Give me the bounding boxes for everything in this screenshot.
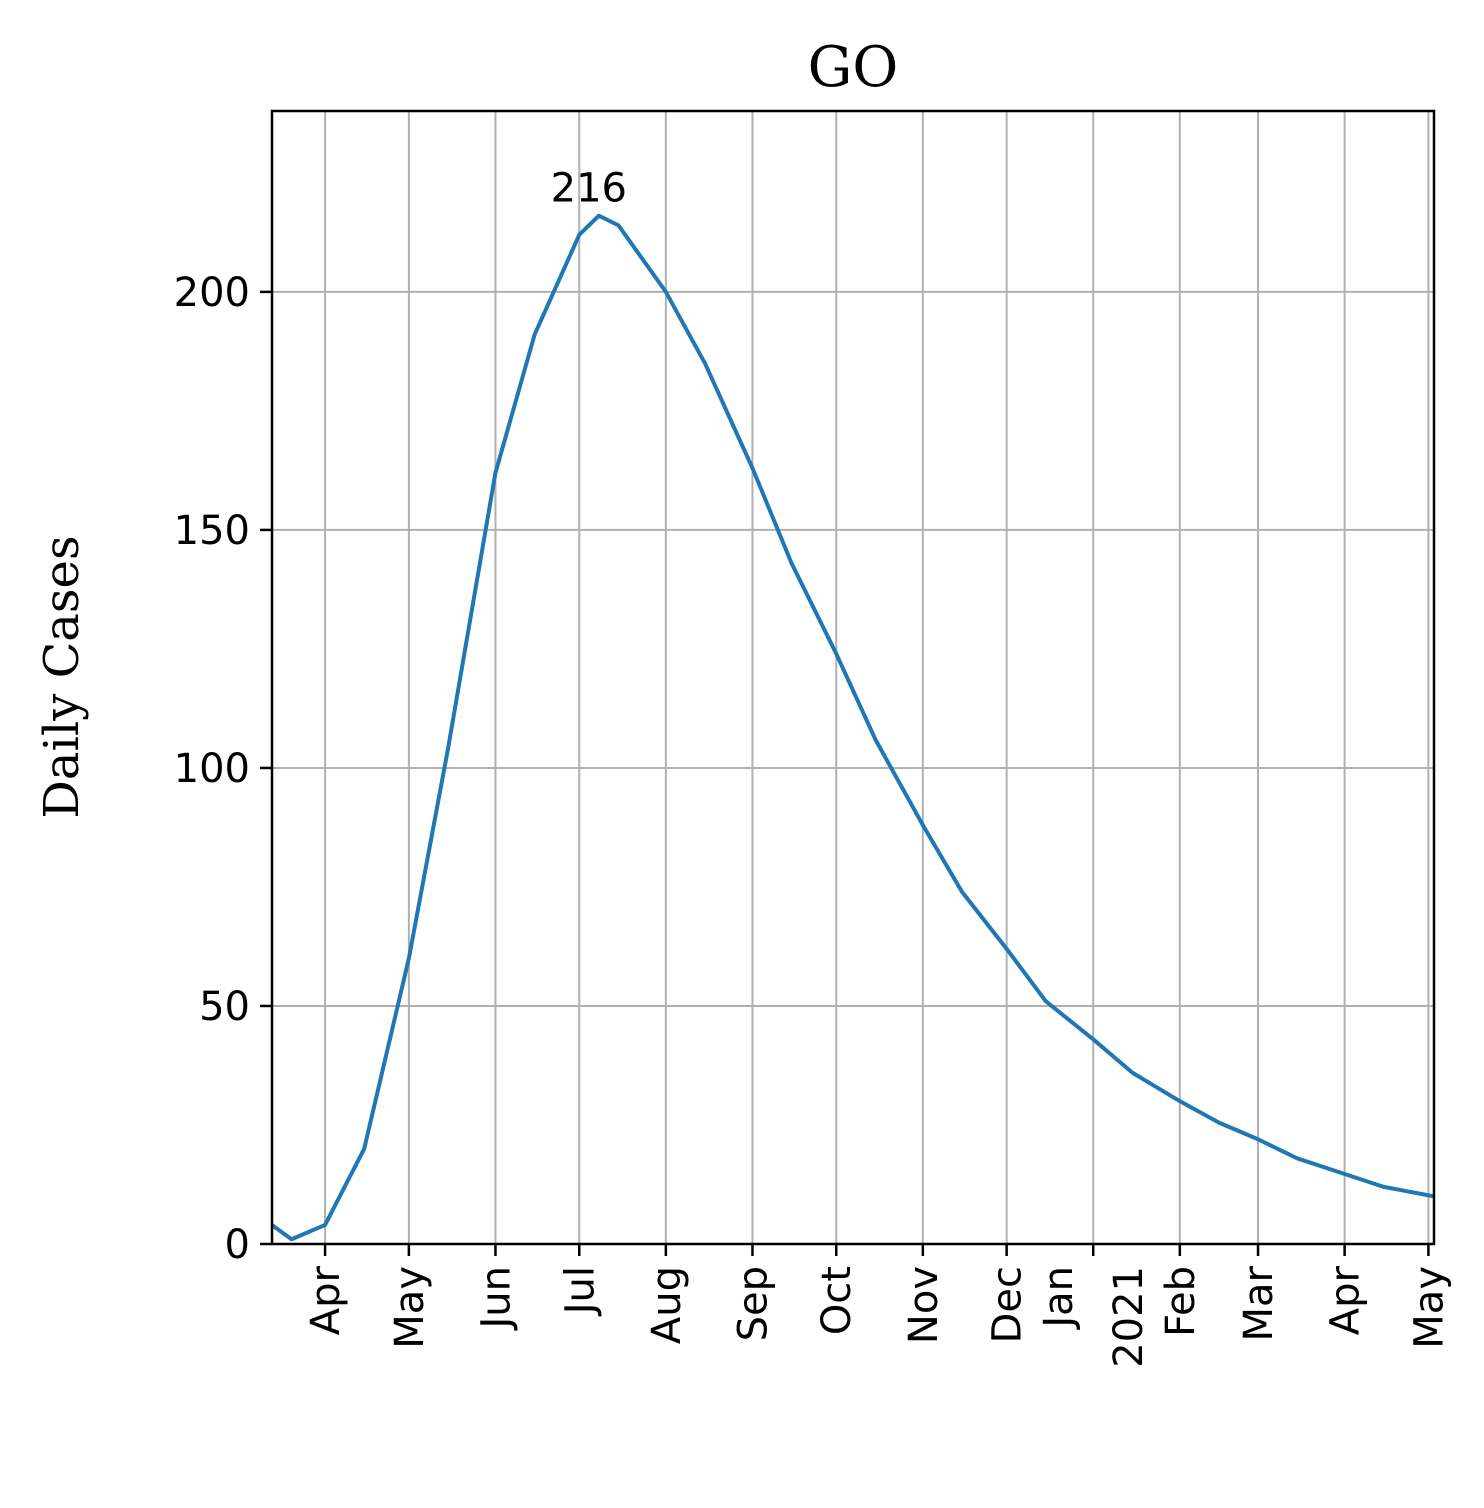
y-tick-label: 150 <box>174 508 250 554</box>
x-tick-label: Aug <box>644 1266 690 1344</box>
chart-title: GO <box>808 35 899 100</box>
y-tick-label: 200 <box>174 270 250 316</box>
x-tick-label: Oct <box>814 1266 860 1335</box>
x-tick-label: Apr <box>1323 1265 1369 1335</box>
x-tick-label: Jun <box>473 1266 519 1332</box>
y-axis-label: Daily Cases <box>34 535 90 818</box>
x-tick-label: Feb <box>1158 1266 1204 1337</box>
x-tick-label: Nov <box>901 1266 947 1344</box>
plot-area <box>270 213 1435 1242</box>
axes-frame <box>270 109 1436 1246</box>
x-tick-label: Jan 2021 <box>1036 1266 1152 1368</box>
y-tick-label: 0 <box>225 1222 250 1268</box>
x-tick-label: Sep <box>730 1266 776 1341</box>
y-tick-label: 100 <box>174 746 250 792</box>
y-tick-label: 50 <box>199 984 250 1030</box>
x-tick-label: May <box>387 1266 433 1349</box>
annotation: 216 <box>551 166 627 212</box>
grid <box>272 111 1434 1245</box>
data-line <box>270 213 1435 1242</box>
x-tick-label: May <box>1406 1266 1452 1349</box>
x-tick-label: Mar <box>1236 1265 1282 1341</box>
x-tick-label: Apr <box>303 1265 349 1335</box>
x-tick-label: Dec <box>985 1266 1031 1343</box>
x-tick-label: Jul <box>557 1266 603 1317</box>
